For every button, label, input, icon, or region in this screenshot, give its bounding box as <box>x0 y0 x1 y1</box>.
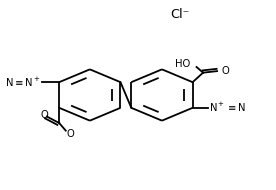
Text: N$\equiv$N$^+$: N$\equiv$N$^+$ <box>5 76 41 89</box>
Text: O: O <box>66 129 74 139</box>
Text: O: O <box>221 66 229 76</box>
Text: HO: HO <box>175 59 190 69</box>
Text: Cl⁻: Cl⁻ <box>171 8 190 21</box>
Text: O: O <box>41 110 49 120</box>
Text: N$^+$$\equiv$N: N$^+$$\equiv$N <box>209 101 246 114</box>
